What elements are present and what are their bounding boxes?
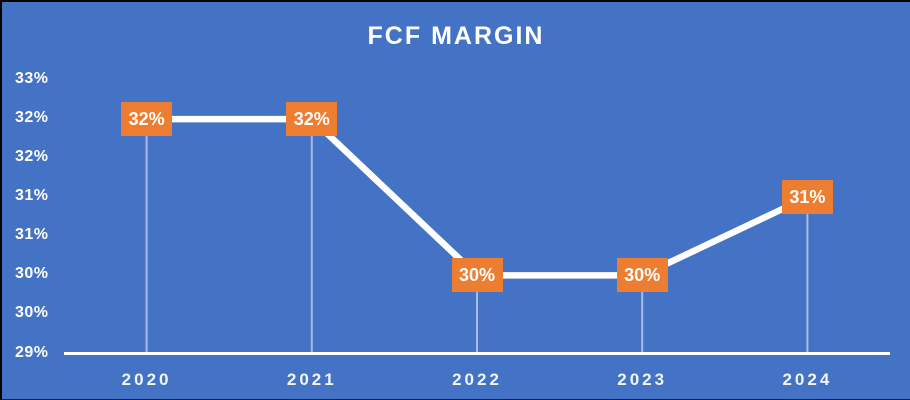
y-axis-tick-label: 29%: [15, 343, 49, 361]
data-label-box: 32%: [121, 102, 173, 137]
y-axis-tick-label: 33%: [15, 70, 49, 87]
x-axis-tick-label: 2020: [121, 370, 172, 389]
y-axis-tick-label: 32%: [15, 148, 49, 166]
series-line-fcf-margin: [143, 115, 811, 279]
x-axis-tick-label: 2024: [782, 370, 833, 389]
y-axis-tick-label: 32%: [15, 109, 49, 127]
data-label-box: 32%: [286, 102, 338, 137]
x-axis-tick-label: 2023: [617, 370, 668, 389]
chart-title: FCF MARGIN: [367, 22, 545, 50]
data-label-box: 31%: [781, 180, 833, 215]
y-axis-tick-label: 31%: [15, 187, 49, 205]
data-label-box: 30%: [616, 258, 668, 293]
x-axis-tick-label: 2022: [452, 370, 502, 389]
x-axis-tick-label: 2021: [286, 370, 337, 389]
y-axis-tick-label: 31%: [15, 226, 49, 244]
y-axis-tick-label: 30%: [15, 265, 49, 283]
data-label-box: 30%: [451, 258, 503, 293]
y-axis-tick-label: 30%: [15, 304, 49, 322]
